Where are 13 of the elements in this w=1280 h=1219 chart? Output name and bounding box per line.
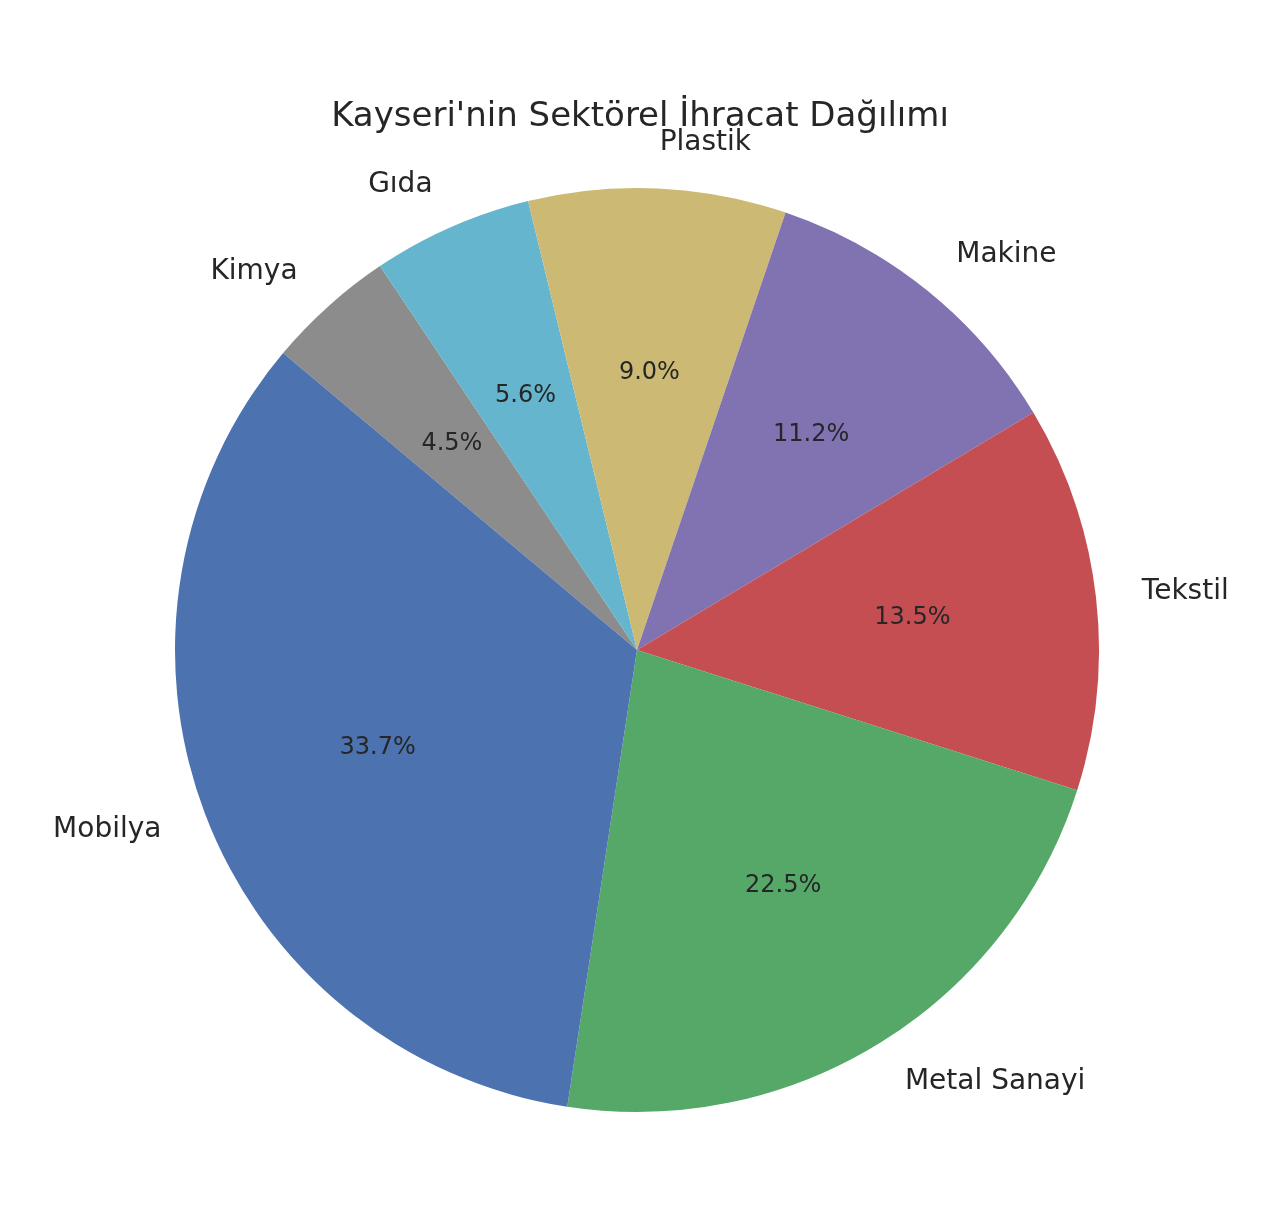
slice-label: Metal Sanayi <box>904 1063 1086 1097</box>
slice-label: Kimya <box>210 253 298 287</box>
slice-label: Makine <box>956 235 1057 269</box>
data-label: 5.6% <box>495 380 556 409</box>
data-label: 22.5% <box>745 869 822 898</box>
slice-label: Mobilya <box>53 810 162 844</box>
data-label: 11.2% <box>773 418 850 447</box>
slice-label: Tekstil <box>1140 572 1229 606</box>
data-label: 33.7% <box>339 732 416 761</box>
data-label: 4.5% <box>421 427 483 456</box>
data-label: 13.5% <box>874 602 951 631</box>
slice-label: Gıda <box>368 166 433 200</box>
data-label: 9.0% <box>618 357 680 386</box>
